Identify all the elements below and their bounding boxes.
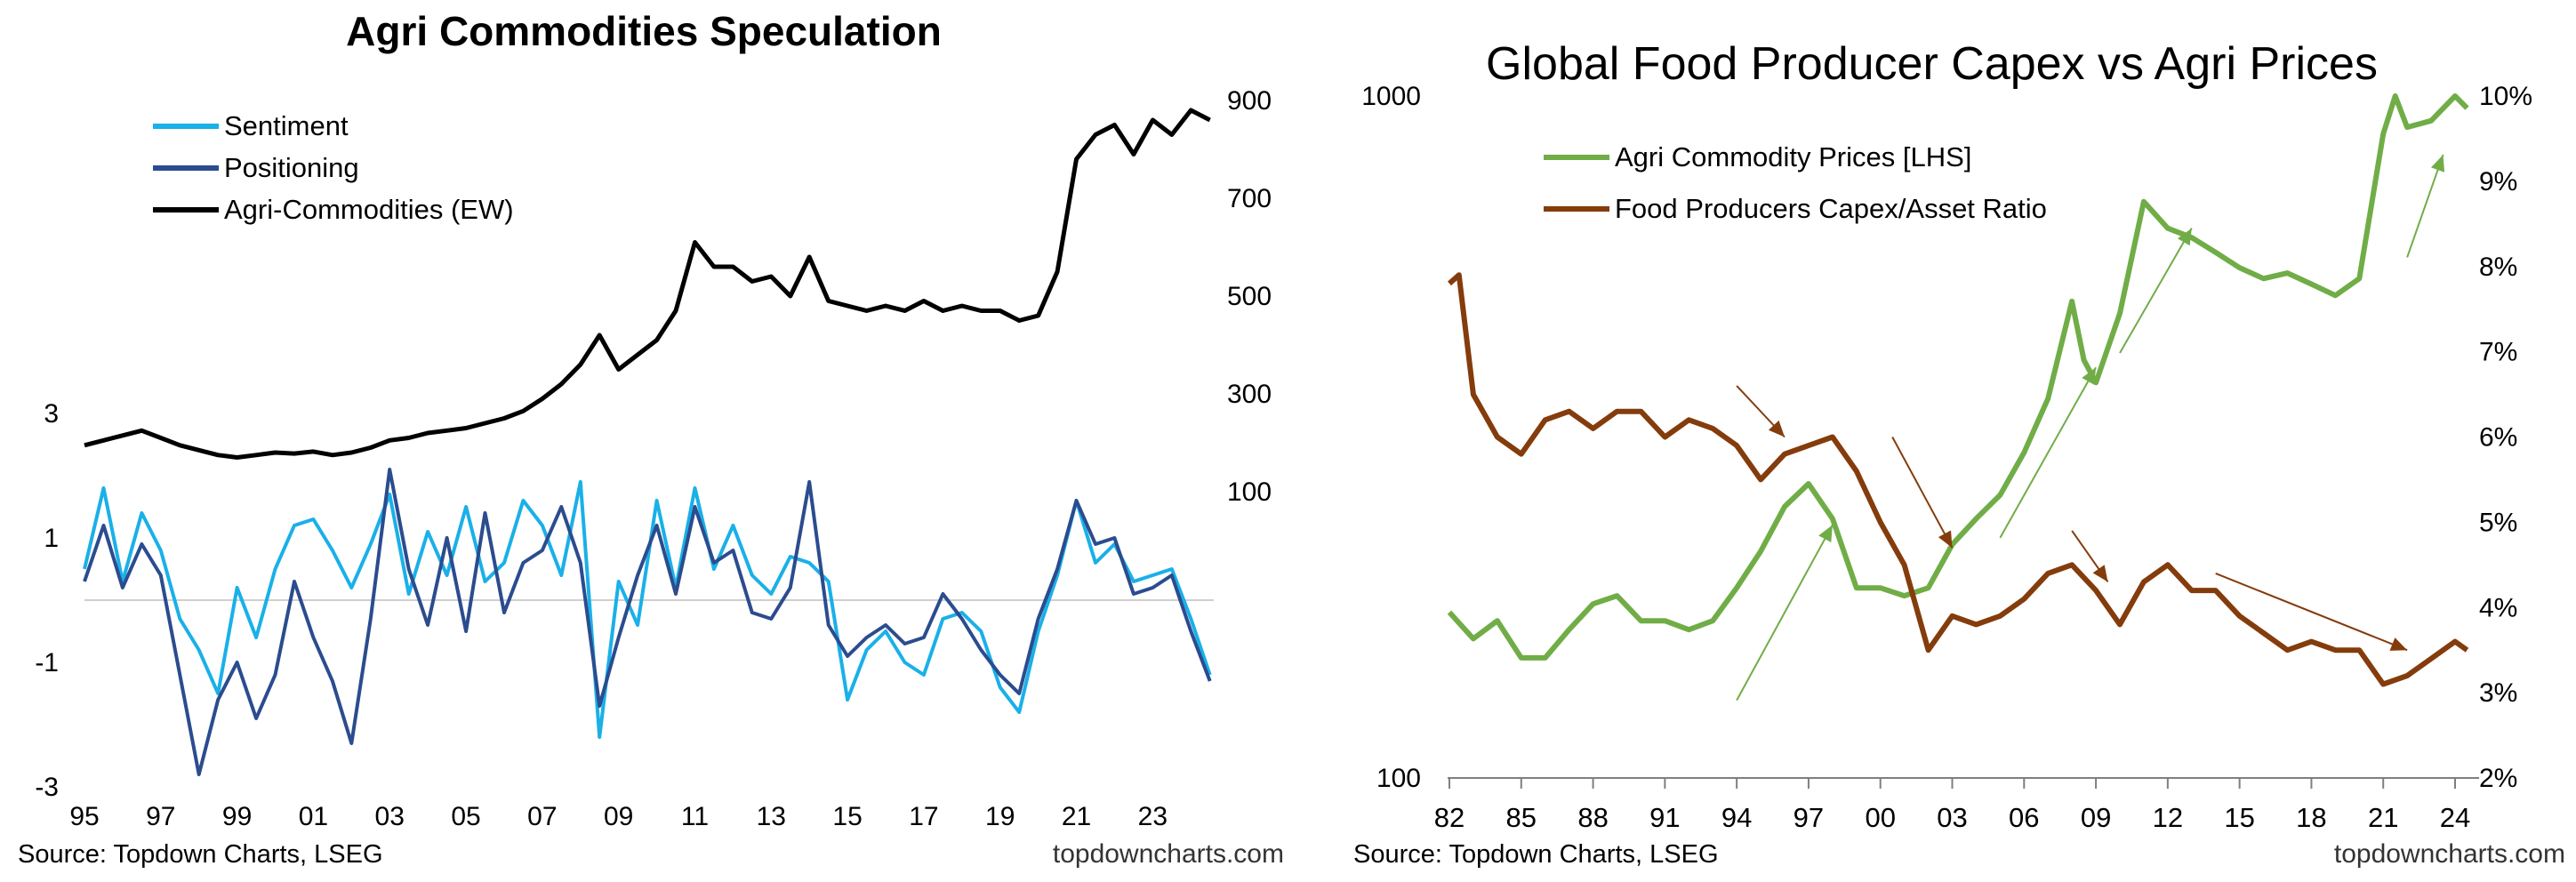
trend-arrow-line: [1891, 437, 1954, 549]
right-axis-label: 5%: [2479, 508, 2517, 537]
right-axis-label: 900: [1227, 86, 1272, 116]
x-tick-label: 82: [1434, 802, 1465, 833]
trend-arrow-head: [2082, 367, 2097, 385]
x-tick-label: 03: [375, 802, 405, 831]
x-tick-label: 94: [1721, 802, 1752, 833]
x-tick-label: 95: [69, 802, 99, 831]
legend-label-positioning: Positioning: [224, 151, 359, 183]
x-tick-label: 24: [2440, 802, 2470, 833]
trend-arrow-line: [2406, 154, 2444, 258]
x-tick-label: 21: [1062, 802, 1091, 831]
legend-item-capex-ratio: Food Producers Capex/Asset Ratio: [1544, 183, 2047, 235]
x-tick-label: 17: [909, 802, 938, 831]
legend-item-positioning: Positioning: [153, 147, 514, 188]
left-axis-label: 3: [44, 399, 59, 429]
right-axis-label: 6%: [2479, 423, 2517, 453]
x-tick-label: 21: [2368, 802, 2398, 833]
legend-swatch-positioning: [153, 164, 219, 171]
x-tick-label: 03: [1937, 802, 1967, 833]
x-tick-label: 13: [757, 802, 786, 831]
trend-arrow-head: [2431, 155, 2445, 172]
x-tick-label: 97: [1794, 802, 1824, 833]
trend-arrow-line: [1736, 524, 1834, 702]
left-chart-plot: 95 97 99 01 03 05 07 09 11 13 15 17 19 21 23 3 1 -1 -3 900 7…: [35, 86, 1272, 831]
right-axis-label: 2%: [2479, 764, 2517, 793]
x-tick-label: 09: [604, 802, 633, 831]
trend-arrow-head: [1818, 525, 1833, 542]
x-tick-label: 09: [2081, 802, 2111, 833]
legend-item-agri-commodities: Agri-Commodities (EW): [153, 188, 514, 230]
legend-label-sentiment: Sentiment: [224, 109, 349, 141]
left-chart-panel: Agri Commodities Speculation 95 97 99 01 03 0…: [18, 8, 1284, 869]
legend-swatch-agri-prices: [1544, 155, 1609, 160]
left-chart-title: Agri Commodities Speculation: [346, 8, 942, 54]
right-legend: Agri Commodity Prices [LHS] Food Produce…: [1544, 132, 2047, 235]
right-chart-title: Global Food Producer Capex vs Agri Price…: [1486, 38, 2378, 90]
right-axis-label: 500: [1227, 282, 1272, 311]
legend-label-capex-ratio: Food Producers Capex/Asset Ratio: [1615, 193, 2047, 224]
left-brand-link[interactable]: topdowncharts.com: [1052, 839, 1284, 869]
series-line-1: [1448, 272, 2469, 687]
x-tick-label: 18: [2296, 802, 2326, 833]
series-line-1: [83, 468, 1212, 776]
series-line-0: [83, 480, 1212, 739]
x-tick-label: 00: [1865, 802, 1895, 833]
legend-label-agri-commodities: Agri-Commodities (EW): [224, 193, 514, 225]
trend-arrow-head: [2092, 565, 2108, 582]
trend-arrow-head: [2177, 228, 2192, 246]
left-axis-label: 1000: [1361, 82, 1421, 111]
right-source-note: Source: Topdown Charts, LSEG: [1353, 840, 1719, 869]
left-axis-label: 100: [1376, 764, 1421, 793]
x-tick-label: 07: [527, 802, 557, 831]
x-tick-label: 06: [2009, 802, 2039, 833]
x-tick-label: 11: [681, 802, 709, 831]
legend-swatch-sentiment: [153, 123, 219, 129]
series-line-0: [1447, 93, 2469, 661]
x-tick-label: 12: [2153, 802, 2183, 833]
right-axis-label: 700: [1227, 184, 1272, 213]
x-tick-label: 85: [1506, 802, 1537, 833]
left-legend: Sentiment Positioning Agri-Commodities (…: [153, 105, 514, 230]
right-chart-panel: Global Food Producer Capex vs Agri Price…: [1288, 0, 2576, 882]
right-axis-label: 8%: [2479, 253, 2517, 282]
left-source-note: Source: Topdown Charts, LSEG: [18, 840, 383, 869]
trend-arrow-line: [1999, 366, 2097, 539]
right-chart-plot: 82 85 88 91 94 97 00 03 06 09 12 15 18 21 24 1000 100 10%…: [1361, 82, 2532, 833]
right-axis-label: 10%: [2479, 82, 2532, 111]
trend-arrow-line: [2215, 572, 2408, 652]
x-tick-label: 99: [222, 802, 252, 831]
right-axis-label: 7%: [2479, 338, 2517, 367]
x-tick-label: 01: [299, 802, 328, 831]
right-axis-label: 3%: [2479, 678, 2517, 708]
right-axis-label: 4%: [2479, 593, 2517, 622]
x-tick-label: 23: [1138, 802, 1168, 831]
left-axis-label: -3: [35, 773, 59, 802]
x-tick-label: 97: [146, 802, 175, 831]
x-tick-label: 88: [1577, 802, 1608, 833]
legend-swatch-agri-commodities: [153, 206, 219, 212]
left-axis-label: -1: [35, 648, 59, 678]
x-tick-label: 05: [451, 802, 480, 831]
x-tick-label: 15: [832, 802, 862, 831]
legend-label-agri-prices: Agri Commodity Prices [LHS]: [1615, 141, 1972, 172]
trend-arrow-line: [2119, 228, 2193, 354]
right-axis-label: 9%: [2479, 167, 2517, 196]
left-axis-label: 1: [44, 524, 59, 553]
x-tick-label: 91: [1649, 802, 1680, 833]
legend-item-agri-prices: Agri Commodity Prices [LHS]: [1544, 132, 2047, 183]
right-brand-link[interactable]: topdowncharts.com: [2333, 839, 2565, 869]
x-tick-label: 15: [2224, 802, 2254, 833]
legend-swatch-capex-ratio: [1544, 206, 1609, 212]
trend-arrow-head: [2389, 637, 2408, 651]
trend-arrow-head: [1768, 420, 1785, 437]
right-axis-label: 100: [1227, 477, 1272, 507]
right-axis-label: 300: [1227, 380, 1272, 409]
series-line-2: [84, 108, 1211, 460]
trend-arrow-head: [1938, 530, 1953, 549]
legend-item-sentiment: Sentiment: [153, 105, 514, 147]
x-tick-label: 19: [985, 802, 1015, 831]
